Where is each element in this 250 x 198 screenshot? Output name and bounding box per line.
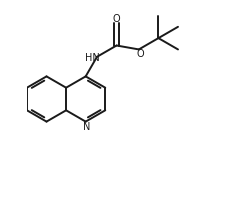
- Text: HN: HN: [85, 53, 100, 63]
- Text: O: O: [113, 14, 120, 24]
- Text: N: N: [83, 122, 90, 131]
- Text: O: O: [137, 49, 144, 59]
